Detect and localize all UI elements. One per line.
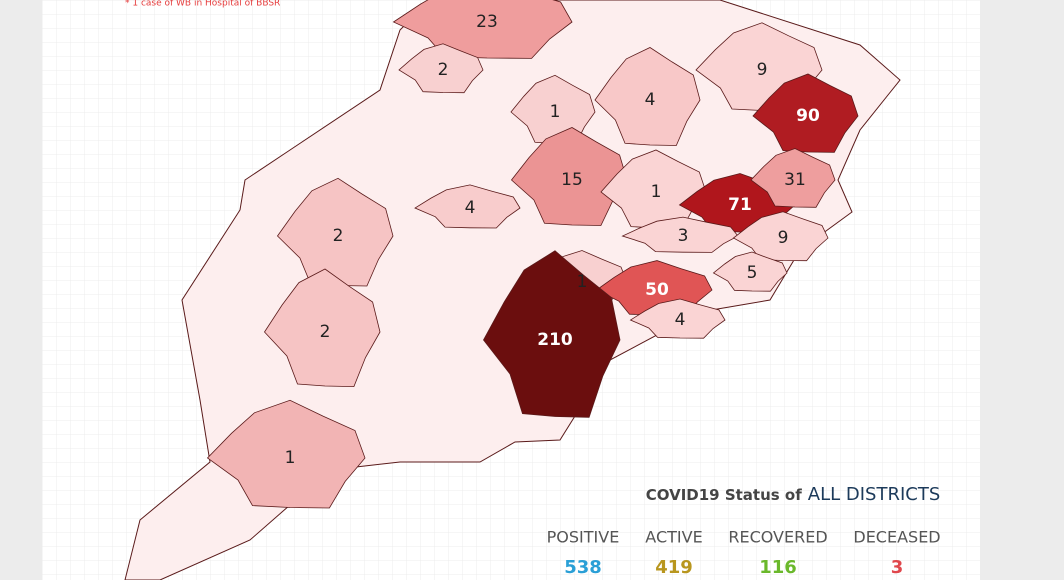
district-label: 4 [675, 310, 686, 330]
district-label: 4 [645, 90, 656, 110]
district [752, 73, 859, 153]
district [392, 0, 573, 59]
district-label: 50 [645, 280, 669, 300]
district-label: 71 [728, 195, 752, 215]
district [750, 148, 836, 208]
district [732, 211, 829, 262]
district-label: 2 [438, 60, 449, 80]
district-label: 3 [678, 226, 689, 246]
district-label: 1 [285, 448, 296, 468]
stat-value: 538 [564, 557, 602, 578]
district-label: 15 [561, 170, 583, 190]
stat-label: DECEASED [853, 528, 940, 547]
stat-label: POSITIVE [547, 528, 620, 547]
district [483, 250, 621, 418]
stat-value: 116 [759, 557, 797, 578]
stat-label: RECOVERED [728, 528, 827, 547]
stat-value: 3 [891, 557, 904, 578]
district-label: 31 [784, 170, 806, 190]
district-label: 1 [577, 272, 588, 292]
district [621, 216, 739, 253]
district [414, 184, 521, 229]
district-label: 9 [757, 60, 768, 80]
district [510, 127, 628, 226]
district-label: 5 [747, 263, 758, 283]
note: * 1 case of WB in Hospital of BBSR [125, 0, 280, 9]
district [206, 399, 366, 509]
district [712, 251, 788, 292]
stat-label: ACTIVE [645, 528, 702, 547]
district-label: 2 [333, 226, 344, 246]
status-title-prefix: COVID19 Status of [646, 486, 802, 504]
district-label: 1 [651, 182, 662, 202]
status-title: COVID19 Status of ALL DISTRICTS [646, 484, 941, 505]
district-label: 90 [796, 106, 820, 126]
district [594, 47, 701, 146]
district [398, 43, 484, 94]
district-label: 4 [465, 198, 476, 218]
district [263, 268, 381, 388]
district-label: 210 [537, 330, 573, 350]
status-scope: ALL DISTRICTS [808, 484, 941, 505]
district-label: 1 [550, 102, 561, 122]
district-label: 2 [320, 322, 331, 342]
district [629, 298, 726, 339]
stat-value: 419 [655, 557, 693, 578]
district [276, 177, 394, 287]
district-label: 9 [778, 228, 789, 248]
district-label: 23 [476, 12, 498, 32]
